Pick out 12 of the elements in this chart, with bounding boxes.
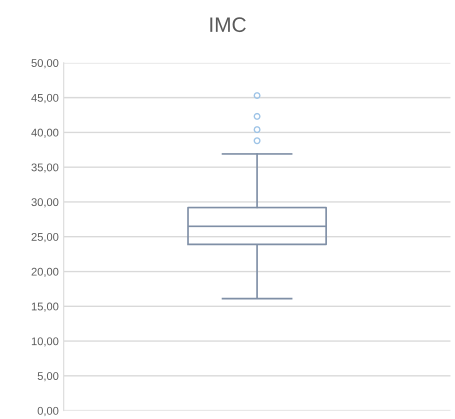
y-tick-label: 10,00 <box>32 337 58 347</box>
y-tick-label: 25,00 <box>32 233 58 242</box>
y-tick-label: 35,00 <box>31 163 58 173</box>
y-tick-label: 20,00 <box>32 268 58 277</box>
y-tick-label: 50,00 <box>31 59 58 68</box>
y-tick-label: 30,00 <box>31 198 58 208</box>
y-tick-label: 40,00 <box>31 128 58 138</box>
chart-title: IMC <box>210 17 246 32</box>
y-tick-label: 0,00 <box>38 406 58 416</box>
y-tick-label: 5,00 <box>38 372 58 382</box>
y-tick-label: 45,00 <box>31 94 58 104</box>
y-tick-label: 15,00 <box>32 302 58 312</box>
